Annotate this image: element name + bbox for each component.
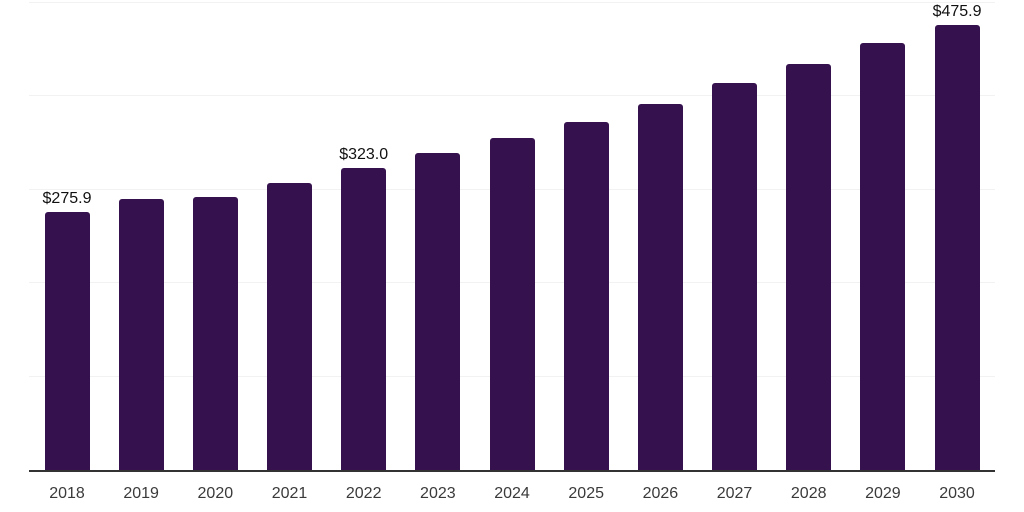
x-tick-2029: 2029 bbox=[865, 485, 901, 502]
gridline-400 bbox=[29, 95, 995, 97]
x-tick-2022: 2022 bbox=[345, 485, 382, 502]
x-axis-line bbox=[29, 470, 995, 472]
bar-2030 bbox=[934, 24, 980, 470]
bar-2026 bbox=[637, 103, 683, 470]
x-tick-2020: 2020 bbox=[197, 485, 234, 502]
x-tick-2023: 2023 bbox=[420, 485, 456, 502]
x-tick-2021: 2021 bbox=[271, 485, 308, 502]
x-tick-2025: 2025 bbox=[568, 485, 604, 502]
gridline-500 bbox=[29, 1, 995, 3]
x-tick-2026: 2026 bbox=[642, 485, 679, 502]
bar-2024 bbox=[489, 138, 535, 470]
x-tick-2027: 2027 bbox=[716, 485, 753, 502]
x-tick-2030: 2030 bbox=[939, 485, 975, 502]
data-label-2030: $475.9 bbox=[932, 2, 982, 20]
bar-2023 bbox=[415, 153, 461, 470]
x-tick-2018: 2018 bbox=[49, 485, 85, 502]
data-label-2022: $323.0 bbox=[339, 145, 389, 163]
bar-2018 bbox=[44, 211, 90, 470]
bar-2025 bbox=[563, 122, 609, 470]
x-tick-2019: 2019 bbox=[123, 485, 159, 502]
bar-2029 bbox=[860, 42, 906, 470]
bar-2028 bbox=[786, 63, 832, 470]
bar-2027 bbox=[712, 82, 758, 470]
bar-2022 bbox=[341, 167, 387, 470]
bar-2020 bbox=[192, 197, 238, 470]
bar-2021 bbox=[267, 183, 312, 470]
data-label-2018: $275.9 bbox=[42, 189, 92, 207]
bar-2019 bbox=[118, 199, 164, 470]
x-tick-2028: 2028 bbox=[790, 485, 827, 502]
x-tick-2024: 2024 bbox=[494, 485, 530, 502]
